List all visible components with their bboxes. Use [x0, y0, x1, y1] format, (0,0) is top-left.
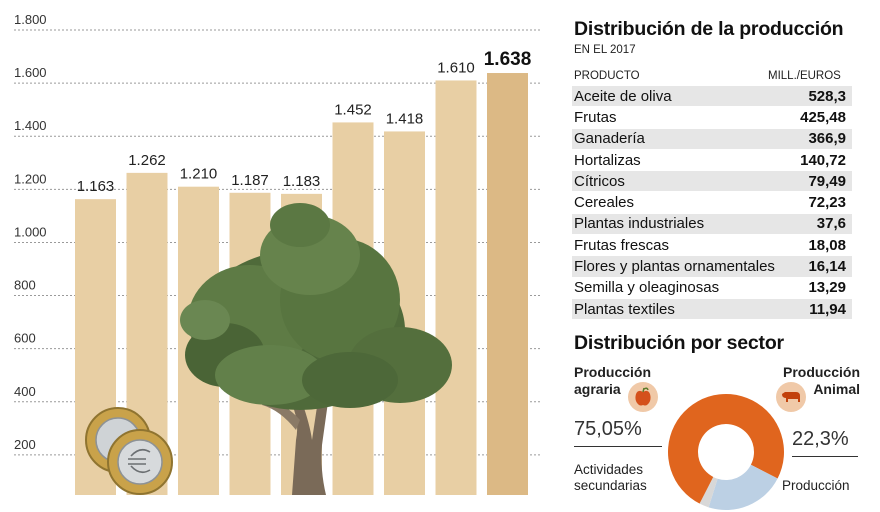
table-row: Frutas frescas 18,08: [572, 235, 852, 257]
row-value: 425,48: [800, 108, 846, 126]
column-header-value: MILL./EUROS: [768, 70, 841, 82]
bar-value-label: 1.187: [231, 172, 269, 189]
table-row: Ganadería 366,9: [572, 128, 852, 150]
bar-value-label: 1.638: [484, 49, 532, 70]
bar-value-label: 1.210: [180, 166, 218, 183]
row-value: 18,08: [808, 236, 846, 254]
bar-value-label: 1.452: [334, 101, 372, 118]
table-row: Cereales 72,23: [572, 192, 852, 214]
table-row: Flores y plantas ornamentales 16,14: [572, 256, 852, 278]
row-product: Ganadería: [574, 130, 645, 148]
bottom-production-label: Producción: [782, 478, 850, 493]
row-value: 37,6: [816, 215, 846, 233]
row-product: Cereales: [574, 194, 635, 212]
euro-coins-illustration: [85, 407, 173, 495]
agraria-percentage: 75,05%: [574, 418, 642, 440]
y-tick-label: 1.800: [14, 12, 47, 27]
cow-icon: [776, 382, 806, 412]
bar-value-label: 1.418: [386, 110, 424, 127]
row-product: Frutas frescas: [574, 236, 670, 254]
agraria-label-line2: agraria: [574, 381, 621, 397]
row-value: 13,29: [808, 279, 846, 297]
animal-label-line1: Producción: [782, 364, 860, 380]
bar: [487, 73, 528, 495]
secundarias-line1: Actividades: [574, 462, 644, 477]
distribution-table: Aceite de oliva 528,3 Frutas 425,48 Ganade…: [572, 86, 852, 321]
bar-value-label: 1.183: [283, 173, 321, 190]
row-value: 11,94: [809, 300, 846, 318]
animal-label-line2: Animal: [813, 381, 860, 397]
row-value: 72,23: [808, 194, 846, 212]
y-tick-label: 1.200: [14, 171, 47, 186]
row-product: Hortalizas: [574, 151, 641, 169]
secundarias-line2: secundarias: [574, 478, 647, 493]
donut-slice: [668, 394, 784, 504]
bar-value-label: 1.262: [128, 152, 166, 169]
table-row: Plantas industriales 37,6: [572, 213, 852, 236]
row-value: 16,14: [808, 258, 846, 276]
secundarias-label: Actividades secundarias: [574, 462, 647, 494]
row-value: 366,9: [808, 130, 846, 148]
olive-tree-illustration: [180, 203, 452, 495]
table-row: Semilla y oleaginosas 13,29: [572, 278, 852, 299]
y-tick-label: 1.000: [14, 224, 47, 239]
table-row: Cítricos 79,49: [572, 171, 852, 193]
row-value: 528,3: [808, 87, 846, 105]
right-panel: Distribución de la producción EN EL 2017…: [566, 0, 880, 510]
table-row: Aceite de oliva 528,3: [572, 86, 852, 108]
column-header-product: PRODUCTO: [574, 70, 640, 82]
row-product: Flores y plantas ornamentales: [574, 258, 775, 276]
apple-icon: [628, 382, 658, 412]
y-tick-label: 400: [14, 384, 36, 399]
sector-donut-chart: [668, 394, 784, 510]
distribution-title: Distribución de la producción: [574, 18, 844, 40]
chart-svg: 200 400 600 800 1.000 1.200 1.400 1.600 1.800 1.…: [14, 12, 540, 495]
row-product: Plantas textiles: [574, 300, 675, 318]
y-tick-label: 600: [14, 331, 36, 346]
agraria-underline: [574, 446, 662, 447]
row-product: Frutas: [574, 108, 617, 126]
table-row: Hortalizas 140,72: [572, 150, 852, 172]
row-product: Cítricos: [574, 172, 625, 190]
row-value: 140,72: [800, 151, 846, 169]
bar: [435, 80, 477, 495]
sector-title: Distribución por sector: [574, 332, 784, 354]
agraria-label: Producción agraria: [574, 364, 651, 398]
row-product: Semilla y oleaginosas: [574, 279, 720, 297]
row-value: 79,49: [808, 172, 846, 190]
y-tick-label: 800: [14, 278, 36, 293]
table-row: Frutas 425,48: [572, 107, 852, 129]
production-bar-chart: 200 400 600 800 1.000 1.200 1.400 1.600 1.800 1.…: [14, 12, 540, 495]
bar-value-label: 1.610: [437, 59, 475, 76]
row-product: Aceite de oliva: [574, 87, 672, 105]
agraria-label-line1: Producción: [574, 364, 652, 380]
bar-value-label: 1.163: [77, 178, 115, 195]
y-tick-label: 1.400: [14, 118, 47, 133]
y-tick-label: 200: [14, 437, 36, 452]
animal-underline: [792, 456, 858, 457]
distribution-subtitle: EN EL 2017: [574, 44, 636, 56]
row-product: Plantas industriales: [574, 215, 705, 233]
y-tick-label: 1.600: [14, 65, 47, 80]
animal-label: Producción Animal: [776, 364, 860, 398]
table-row: Plantas textiles 11,94: [572, 298, 852, 321]
animal-percentage: 22,3%: [792, 428, 849, 450]
